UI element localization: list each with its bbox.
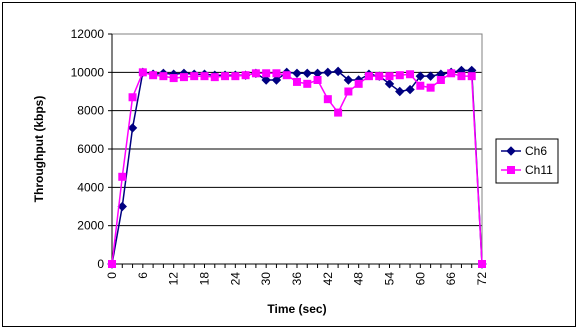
data-point <box>395 71 404 80</box>
y-tick-label: 2000 <box>77 219 104 233</box>
series-ch6 <box>107 65 487 269</box>
data-point <box>159 72 168 81</box>
series-line <box>111 69 483 265</box>
data-point <box>334 108 343 117</box>
series <box>107 65 487 269</box>
data-point <box>507 166 515 174</box>
data-point <box>241 71 250 80</box>
data-point <box>415 71 426 81</box>
data-point <box>436 76 445 84</box>
data-point <box>128 93 137 102</box>
data-point <box>406 70 415 79</box>
x-tick-label: 0 <box>105 272 119 279</box>
data-point <box>190 72 199 81</box>
data-point <box>221 72 230 81</box>
data-point <box>344 87 353 96</box>
data-point <box>292 68 302 78</box>
y-tick-label: 8000 <box>77 104 104 118</box>
data-point <box>426 83 435 92</box>
y-tick-label: 4000 <box>77 180 104 194</box>
data-point <box>303 79 312 88</box>
data-point <box>478 260 486 268</box>
series-ch11 <box>108 68 486 268</box>
data-point <box>262 69 271 78</box>
data-point <box>395 86 405 97</box>
data-point <box>179 73 188 82</box>
y-tick-label: 0 <box>97 257 104 271</box>
data-point <box>251 69 260 78</box>
data-point <box>343 75 354 85</box>
x-tick-label: 72 <box>475 272 489 286</box>
axes: 0 2000 4000 6000 8000 10000 12000 0 6 12 18 24 30 36 4… <box>71 27 489 285</box>
data-point <box>333 66 343 77</box>
x-tick-label: 48 <box>352 272 366 286</box>
data-point <box>231 72 240 81</box>
x-tick-label: 12 <box>167 272 181 286</box>
series-line <box>111 71 483 265</box>
legend-item: Ch11 <box>501 163 553 177</box>
data-point <box>293 77 301 86</box>
data-point <box>385 72 394 81</box>
line-chart: 0 2000 4000 6000 8000 10000 12000 0 6 12 18 24 30 36 4… <box>32 27 559 316</box>
data-point <box>169 74 178 83</box>
data-point <box>425 71 436 81</box>
data-point <box>138 68 147 77</box>
x-tick-label: 18 <box>198 272 212 286</box>
y-tick-label: 10000 <box>71 65 105 79</box>
x-tick-label: 42 <box>321 272 335 286</box>
x-tick-label: 66 <box>444 272 458 286</box>
data-point <box>272 69 281 78</box>
data-point <box>127 123 138 133</box>
data-point <box>447 69 456 78</box>
x-tick-label: 36 <box>290 272 304 286</box>
chart-figure: 0 2000 4000 6000 8000 10000 12000 0 6 12 18 24 30 36 4… <box>2 2 576 327</box>
legend-label: Ch11 <box>525 163 553 177</box>
x-tick-label: 30 <box>259 272 273 286</box>
data-point <box>200 72 209 81</box>
legend-box <box>495 138 559 184</box>
legend: Ch6 Ch11 <box>495 138 559 184</box>
data-point <box>271 75 282 85</box>
data-point <box>354 79 363 88</box>
data-point <box>364 72 373 81</box>
data-point <box>375 72 384 81</box>
data-point <box>108 260 116 268</box>
data-point <box>282 71 291 80</box>
data-point <box>384 79 395 89</box>
x-tick-label: 24 <box>228 272 242 286</box>
legend-item: Ch6 <box>501 144 547 158</box>
x-tick-label: 60 <box>413 272 427 286</box>
legend-label: Ch6 <box>525 144 547 158</box>
x-tick-label: 54 <box>383 272 397 286</box>
y-tick-label: 6000 <box>77 142 104 156</box>
data-point <box>210 73 219 82</box>
data-point <box>323 95 332 104</box>
x-tick-label: 6 <box>136 272 150 279</box>
x-axis-label: Time (sec) <box>267 302 326 316</box>
data-point <box>467 72 476 81</box>
y-tick-label: 12000 <box>71 27 105 41</box>
data-point <box>118 172 127 181</box>
data-point <box>302 68 312 78</box>
gridlines <box>112 71 482 227</box>
data-point <box>416 81 425 90</box>
data-point <box>323 67 333 78</box>
data-point <box>405 84 415 95</box>
data-point <box>313 76 322 84</box>
data-point <box>457 72 466 81</box>
data-point <box>261 75 271 85</box>
y-axis-label: Throughput (kbps) <box>32 96 46 203</box>
data-point <box>506 146 516 156</box>
data-point <box>149 71 158 80</box>
